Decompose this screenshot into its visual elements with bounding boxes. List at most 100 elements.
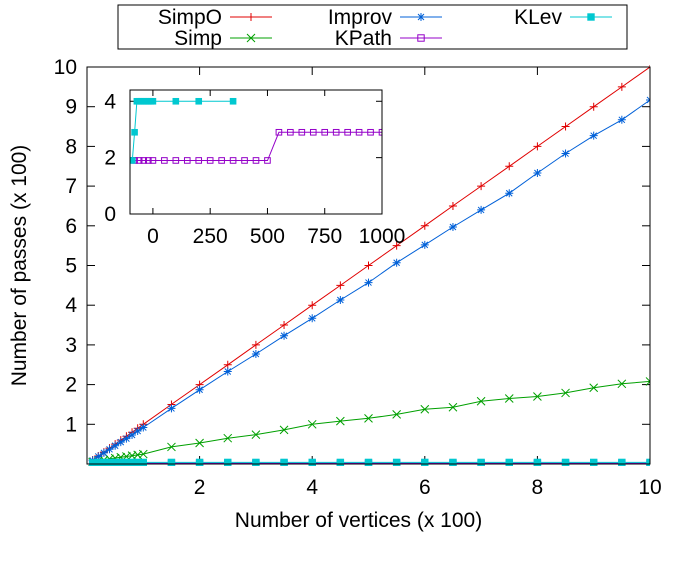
data-point: [392, 458, 401, 466]
legend-entry-klev: KLev: [514, 6, 612, 29]
data-point: [533, 142, 542, 151]
x-tick-label: 8: [532, 476, 544, 499]
x-tick-label: 2: [194, 476, 206, 499]
data-point: [308, 301, 317, 310]
data-point: [417, 13, 425, 21]
x-tick-label: 6: [419, 476, 431, 499]
data-point: [195, 438, 204, 448]
data-point: [587, 13, 595, 21]
y-tick-label: 3: [65, 334, 77, 357]
data-point: [504, 394, 514, 403]
data-point: [223, 433, 233, 443]
legend-label: Improv: [328, 6, 393, 29]
data-point: [589, 102, 598, 111]
data-point: [183, 157, 191, 164]
data-point: [617, 82, 626, 91]
legend-label: SimpO: [158, 6, 222, 29]
data-point: [279, 425, 289, 435]
data-point: [195, 157, 203, 164]
data-point: [195, 97, 203, 105]
legend-box: [117, 4, 628, 50]
legend-label: KPath: [335, 27, 392, 50]
data-point: [252, 458, 260, 466]
data-point: [336, 281, 345, 290]
data-point: [561, 388, 570, 398]
data-point: [116, 438, 125, 447]
data-point: [448, 201, 457, 210]
data-point: [477, 182, 486, 191]
data-point: [344, 128, 351, 136]
data-point: [241, 157, 248, 164]
series-line: [134, 131, 382, 161]
data-point: [252, 157, 260, 164]
data-point: [251, 350, 260, 359]
data-point: [111, 441, 120, 450]
data-point: [122, 434, 131, 443]
data-point: [336, 296, 345, 305]
data-point: [135, 157, 143, 164]
data-point: [223, 360, 232, 369]
data-point: [505, 189, 514, 198]
series-klev: [130, 97, 237, 164]
data-point: [149, 157, 157, 164]
data-point: [172, 157, 180, 164]
data-point: [589, 383, 599, 393]
data-point: [364, 458, 373, 466]
data-point: [561, 149, 570, 158]
y-tick-label: 4: [65, 294, 77, 317]
data-point: [275, 128, 283, 136]
data-point: [280, 458, 288, 466]
data-point: [229, 97, 237, 105]
data-point: [420, 240, 429, 249]
plot-frame: [86, 66, 651, 465]
data-point: [218, 157, 225, 164]
data-point: [161, 157, 168, 164]
data-point: [167, 442, 176, 452]
series-line: [92, 380, 650, 463]
data-point: [128, 431, 137, 440]
data-point: [167, 458, 176, 466]
y-tick-label: 6: [65, 215, 77, 238]
data-point: [420, 404, 430, 414]
data-point: [448, 402, 458, 412]
data-point: [99, 448, 108, 457]
data-point: [246, 33, 256, 43]
data-point: [367, 128, 374, 136]
data-point: [477, 205, 486, 214]
data-point: [505, 162, 514, 171]
data-point: [247, 13, 255, 21]
data-point: [617, 115, 626, 124]
data-point: [131, 128, 138, 136]
data-point: [280, 321, 289, 330]
x-tick-label: 250: [193, 225, 228, 248]
series-improv: [88, 95, 650, 465]
plot-background: [130, 90, 382, 214]
data-point: [645, 377, 650, 386]
x-tick-label: 500: [250, 225, 285, 248]
data-point: [223, 367, 232, 376]
legend-entry-simp: Simp: [174, 27, 272, 50]
data-point: [476, 396, 486, 406]
y-tick-label: 2: [104, 147, 116, 170]
data-point: [172, 97, 180, 105]
data-point: [392, 410, 402, 419]
y-tick-label: 9: [65, 96, 77, 119]
y-tick-label: 0: [104, 203, 116, 226]
x-axis-label: Number of vertices (x 100): [235, 509, 482, 532]
data-point: [589, 131, 598, 140]
data-point: [307, 419, 317, 429]
series-line: [92, 99, 650, 461]
data-point: [355, 128, 363, 136]
data-point: [420, 221, 429, 230]
data-point: [335, 416, 345, 426]
y-tick-label: 4: [104, 90, 116, 113]
series-kpath: [131, 128, 382, 164]
plot-frame: [129, 89, 383, 215]
data-point: [229, 157, 237, 164]
series-simp: [88, 377, 650, 466]
inset-plot: 0 250 500 750 1000 0 2 4: [104, 89, 406, 248]
data-point: [130, 157, 136, 164]
x-tick-label: 1000: [359, 225, 406, 248]
data-point: [133, 427, 142, 436]
